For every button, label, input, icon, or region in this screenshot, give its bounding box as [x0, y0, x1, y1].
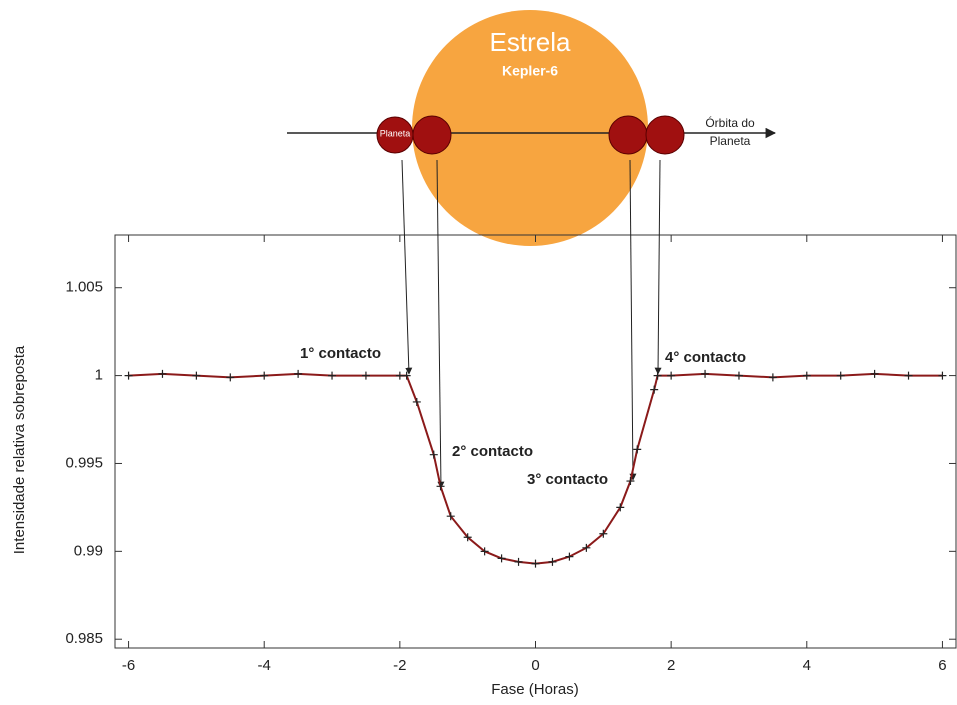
planet: [413, 116, 451, 154]
data-point: [192, 372, 200, 380]
x-tick-label: 6: [938, 657, 946, 674]
x-tick-label: 0: [531, 657, 539, 674]
data-point: [260, 372, 268, 380]
data-point: [633, 445, 641, 453]
x-tick-label: -2: [393, 657, 406, 674]
data-point: [837, 372, 845, 380]
data-point: [413, 398, 421, 406]
planet-label: Planeta: [380, 128, 411, 138]
data-point: [905, 372, 913, 380]
plot-frame: [115, 235, 956, 648]
arrow: [630, 160, 633, 480]
x-tick-label: -6: [122, 657, 135, 674]
annotation: 3° contacto: [527, 471, 608, 488]
data-point: [650, 386, 658, 394]
planet: [646, 116, 684, 154]
y-tick-label: 0.995: [65, 454, 103, 471]
data-point: [769, 373, 777, 381]
data-point: [654, 372, 662, 380]
data-point: [362, 372, 370, 380]
data-point: [532, 560, 540, 568]
annotation: 2° contacto: [452, 443, 533, 460]
data-point: [735, 372, 743, 380]
arrow: [658, 160, 660, 374]
arrow: [402, 160, 409, 374]
data-point: [938, 372, 946, 380]
x-axis-label: Fase (Horas): [491, 681, 579, 698]
data-point: [548, 558, 556, 566]
data-point: [498, 554, 506, 562]
star-label: Estrela: [490, 27, 571, 57]
x-tick-label: -4: [258, 657, 271, 674]
arrow: [437, 160, 441, 488]
planet: [609, 116, 647, 154]
data-point: [430, 451, 438, 459]
data-point: [226, 373, 234, 381]
annotation: 1° contacto: [300, 345, 381, 362]
y-axis-label: Intensidade relativa sobreposta: [11, 345, 28, 554]
x-tick-label: 2: [667, 657, 675, 674]
diagram: Estrela Kepler-6 Planeta Órbita do Plane…: [287, 10, 775, 246]
annotation: 4° contacto: [665, 349, 746, 366]
y-tick-label: 1.005: [65, 279, 103, 296]
y-tick-label: 0.985: [65, 630, 103, 647]
orbit-label: Órbita do: [705, 115, 755, 130]
data-point: [667, 372, 675, 380]
chart: Estrela Kepler-6 Planeta Órbita do Plane…: [0, 0, 957, 705]
data-point: [294, 370, 302, 378]
star-name: Kepler-6: [502, 63, 558, 79]
y-tick-label: 1: [95, 367, 103, 384]
data-point: [158, 370, 166, 378]
data-point: [871, 370, 879, 378]
series-line: [129, 374, 943, 564]
data-point: [565, 553, 573, 561]
data-point: [803, 372, 811, 380]
y-tick-label: 0.99: [74, 542, 103, 559]
x-tick-label: 4: [803, 657, 811, 674]
orbit-label: Planeta: [710, 134, 751, 148]
data-point: [125, 372, 133, 380]
data-point: [515, 558, 523, 566]
data-point: [701, 370, 709, 378]
data-point: [437, 482, 445, 490]
data-point: [328, 372, 336, 380]
